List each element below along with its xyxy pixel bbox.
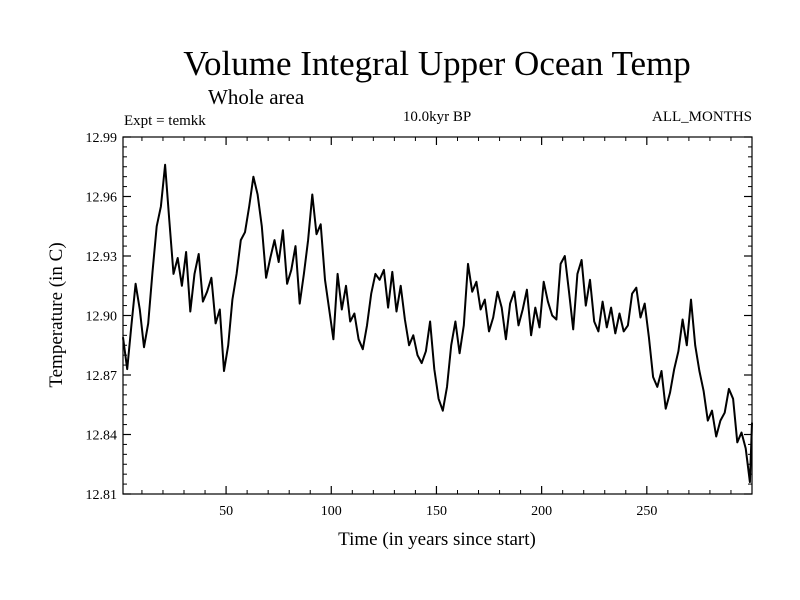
y-tick-label: 12.96 — [86, 191, 118, 206]
x-axis-title: Time (in years since start) — [338, 529, 536, 550]
y-tick-label: 12.90 — [86, 310, 118, 325]
temperature-series-line — [122, 163, 753, 484]
x-tick-label: 150 — [426, 504, 447, 519]
chart-title: Volume Integral Upper Ocean Temp — [183, 44, 690, 83]
y-tick-label: 12.87 — [86, 369, 118, 384]
x-tick-label: 250 — [636, 504, 657, 519]
chart-subtitle: Whole area — [208, 85, 305, 109]
months-label: ALL_MONTHS — [652, 109, 752, 125]
y-tick-label: 12.93 — [86, 250, 118, 265]
y-tick-label: 12.81 — [86, 488, 118, 503]
y-tick-label: 12.84 — [86, 429, 118, 444]
x-axis: 50 100 150 200 250 — [141, 137, 732, 519]
y-tick-label: 12.99 — [86, 131, 118, 146]
x-tick-label: 200 — [531, 504, 552, 519]
experiment-label: Expt = temkk — [124, 113, 206, 129]
y-axis: 12.81 12.84 12.87 12.90 12.93 12.96 12.99 — [86, 131, 752, 503]
period-label: 10.0kyr BP — [403, 109, 471, 125]
x-tick-label: 100 — [321, 504, 342, 519]
x-tick-label: 50 — [219, 504, 233, 519]
y-axis-title: Temperature (in C) — [46, 242, 67, 387]
